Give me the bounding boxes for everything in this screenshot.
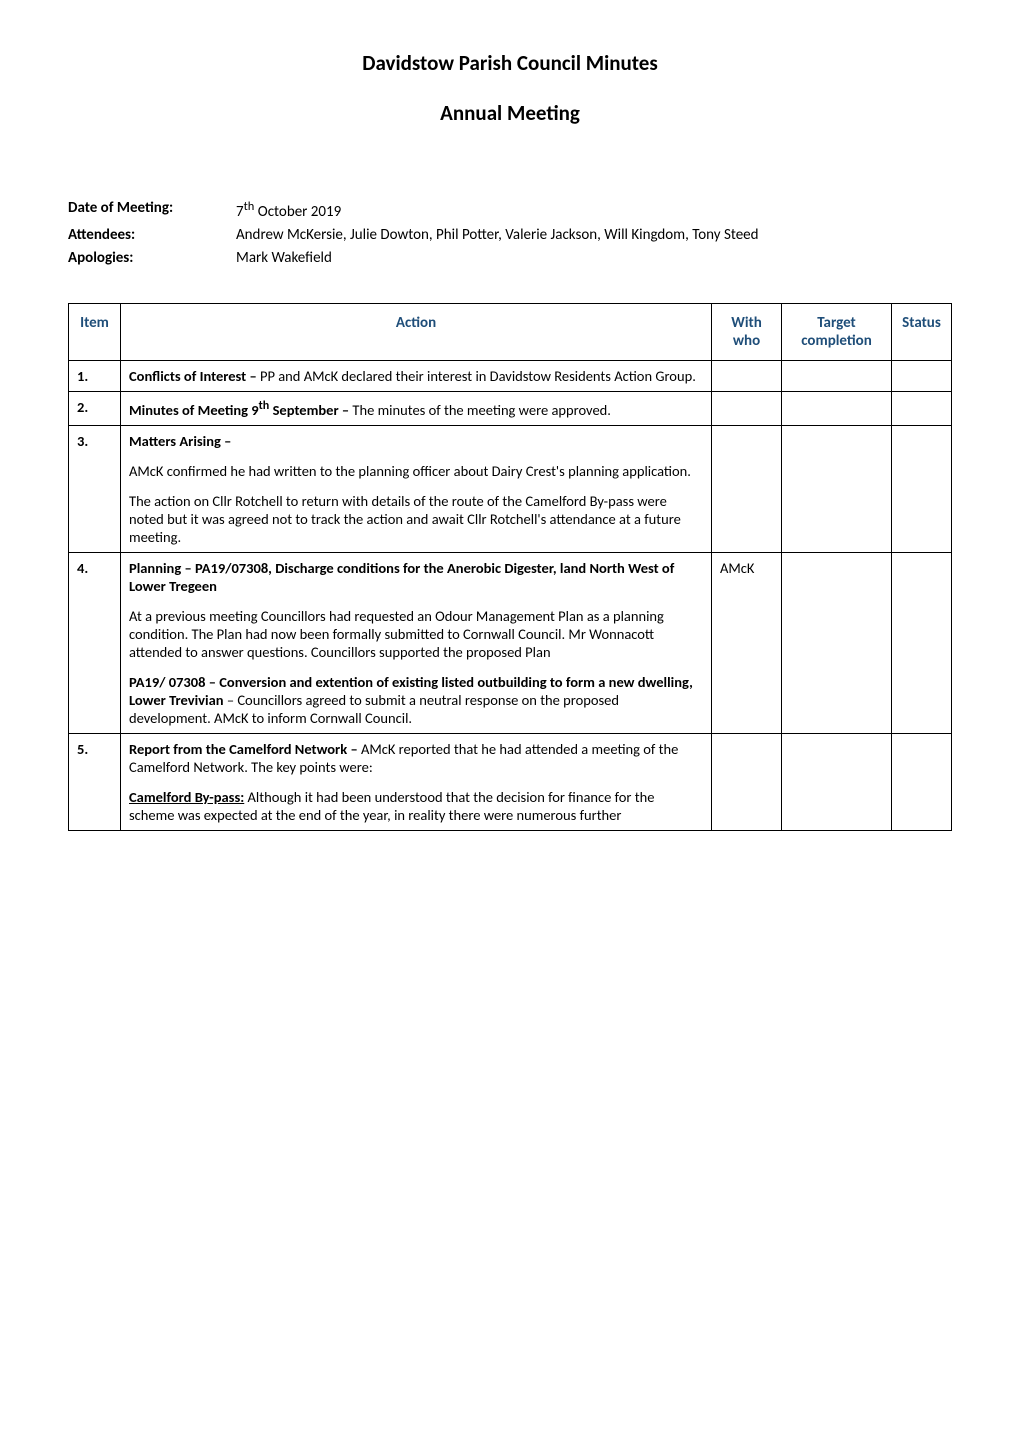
with-who-cell [712,361,782,392]
target-completion-cell [782,552,892,733]
paragraph-text: The minutes of the meeting were approved… [349,401,611,419]
action-cell: Minutes of Meeting 9th September – The m… [121,392,712,426]
bold-underline-lead: Camelford By-pass: [129,788,244,806]
bold-lead: Planning – PA19/07308, Discharge conditi… [129,559,674,595]
document-title: Davidstow Parish Council Minutes [68,50,952,76]
meta-row-apologies: Apologies: Mark Wakefield [68,248,952,269]
meeting-metadata: Date of Meeting: 7th October 2019 Attend… [68,198,952,269]
meta-label: Apologies: [68,248,236,269]
paragraph-text: At a previous meeting Councillors had re… [129,607,664,661]
bold-lead: Report from the Camelford Network – [129,740,358,758]
item-number-cell: 1. [69,361,121,392]
with-who-cell: AMcK [712,552,782,733]
document-subtitle: Annual Meeting [68,100,952,126]
action-paragraph: Camelford By-pass: Although it had been … [129,788,703,824]
status-cell [892,552,952,733]
target-completion-cell [782,733,892,830]
meta-row-attendees: Attendees: Andrew McKersie, Julie Dowton… [68,225,952,246]
bold-lead: Conflicts of Interest – [129,367,257,385]
bold-lead: Matters Arising – [129,432,231,450]
table-row: 1. Conflicts of Interest – PP and AMcK de… [69,361,952,392]
col-header-item: Item [69,304,121,361]
action-cell: Planning – PA19/07308, Discharge conditi… [121,552,712,733]
item-number-cell: 2. [69,392,121,426]
action-paragraph: The action on Cllr Rotchell to return wi… [129,492,703,546]
status-cell [892,733,952,830]
item-number-cell: 3. [69,425,121,552]
meta-row-date: Date of Meeting: 7th October 2019 [68,198,952,223]
meta-label: Attendees: [68,225,236,246]
action-cell: Matters Arising – AMcK confirmed he had w… [121,425,712,552]
with-who-cell [712,733,782,830]
action-paragraph: At a previous meeting Councillors had re… [129,607,703,661]
action-paragraph: Planning – PA19/07308, Discharge conditi… [129,559,703,595]
action-paragraph: Report from the Camelford Network – AMcK… [129,740,703,776]
target-completion-cell [782,392,892,426]
bold-lead: Minutes of Meeting 9th September – [129,401,349,419]
col-header-action: Action [121,304,712,361]
meta-label: Date of Meeting: [68,198,236,223]
table-row: 5.Report from the Camelford Network – AM… [69,733,952,830]
action-paragraph: PA19/ 07308 – Conversion and extention o… [129,673,703,727]
paragraph-text: PP and AMcK declared their interest in D… [257,367,696,385]
meta-value: Andrew McKersie, Julie Dowton, Phil Pott… [236,225,952,246]
table-row: 4.Planning – PA19/07308, Discharge condi… [69,552,952,733]
action-paragraph: AMcK confirmed he had written to the pla… [129,462,703,480]
item-number-cell: 5. [69,733,121,830]
meta-value: Mark Wakefield [236,248,952,269]
target-completion-cell [782,425,892,552]
status-cell [892,425,952,552]
meta-value: 7th October 2019 [236,198,952,223]
col-header-with: With who [712,304,782,361]
col-header-target: Target completion [782,304,892,361]
action-paragraph: Minutes of Meeting 9th September – The m… [129,398,703,419]
with-who-cell [712,392,782,426]
paragraph-text: AMcK confirmed he had written to the pla… [129,462,691,480]
action-cell: Report from the Camelford Network – AMcK… [121,733,712,830]
action-paragraph: Conflicts of Interest – PP and AMcK decl… [129,367,703,385]
col-header-status: Status [892,304,952,361]
table-row: 2. Minutes of Meeting 9th September – The… [69,392,952,426]
action-cell: Conflicts of Interest – PP and AMcK decl… [121,361,712,392]
action-paragraph: Matters Arising – [129,432,703,450]
with-who-cell [712,425,782,552]
target-completion-cell [782,361,892,392]
item-number-cell: 4. [69,552,121,733]
paragraph-text: The action on Cllr Rotchell to return wi… [129,492,681,546]
table-row: 3. Matters Arising – AMcK confirmed he had… [69,425,952,552]
minutes-table: Item Action With who Target completion S… [68,303,952,831]
status-cell [892,392,952,426]
table-header-row: Item Action With who Target completion S… [69,304,952,361]
status-cell [892,361,952,392]
